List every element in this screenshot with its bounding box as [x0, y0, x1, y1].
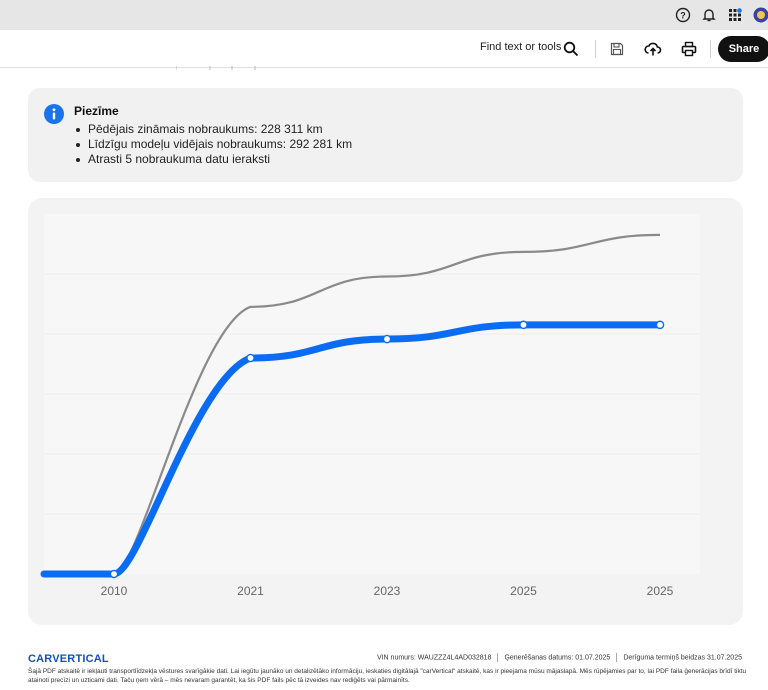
mileage-data-point [246, 353, 255, 363]
x-tick-label: 2010 [101, 584, 128, 598]
mileage-data-point [109, 569, 119, 579]
find-text-label[interactable]: Find text or tools [480, 41, 562, 53]
comparison-series-line [44, 233, 661, 576]
footer-meta: VIN numurs: WAUZZZ4L4AD032818 Ģenerēšanas… [377, 653, 742, 662]
info-icon [44, 104, 64, 124]
note-list: Pēdējais zināmais nobraukums: 228 311 km… [76, 122, 352, 167]
note-card: Piezīme Pēdējais zināmais nobraukums: 22… [28, 88, 743, 182]
search-icon[interactable] [560, 38, 582, 60]
vin-number: VIN numurs: WAUZZZ4L4AD032818 [376, 654, 492, 662]
browser-top-bar: ? [0, 0, 768, 30]
print-icon[interactable] [678, 38, 700, 60]
save-icon[interactable] [606, 38, 628, 60]
toolbar-divider [710, 40, 711, 58]
generated-date: Ģenerēšanas datums: 01.07.2025 [504, 654, 611, 662]
note-item-records-count: Atrasti 5 nobraukuma datu ieraksti [76, 152, 352, 167]
x-tick-label: 2021 [237, 584, 264, 598]
note-item-average-mileage: Līdzīgu modeļu vidējais nobraukums: 292 … [76, 137, 352, 152]
carvertical-logo: CARVERTICAL [28, 653, 109, 665]
mileage-data-point [519, 320, 528, 330]
apps-grid-icon[interactable] [726, 6, 744, 24]
mileage-chart-card: 2010 2021 2023 2025 2025 [28, 198, 743, 625]
cloud-upload-icon[interactable] [642, 38, 664, 60]
x-tick-label: 2025 [510, 584, 537, 598]
bell-icon[interactable] [700, 6, 718, 24]
toolbar-divider [595, 40, 596, 58]
footer-disclaimer: Šajā PDF atskaitē ir iekļauti transportl… [28, 668, 747, 684]
mileage-data-point [382, 334, 392, 344]
mileage-chart: 2010 2021 2023 2025 2025 [40, 214, 700, 598]
x-tick-label: 2025 [647, 584, 674, 598]
mileage-series-line [40, 321, 664, 578]
cut-off-table-border [176, 66, 256, 70]
pdf-toolbar: Find text or tools Share [0, 30, 768, 68]
svg-text:?: ? [680, 11, 686, 21]
share-button[interactable]: Share [718, 36, 768, 62]
valid-until: Derīguma termiņš beidzas 31.07.2025 [623, 654, 742, 662]
note-title: Piezīme [74, 104, 119, 118]
x-tick-label: 2023 [374, 584, 401, 598]
note-item-last-mileage: Pēdējais zināmais nobraukums: 228 311 km [76, 122, 352, 137]
avatar[interactable] [752, 6, 768, 24]
mileage-data-point [655, 320, 665, 330]
help-icon[interactable]: ? [674, 6, 692, 24]
